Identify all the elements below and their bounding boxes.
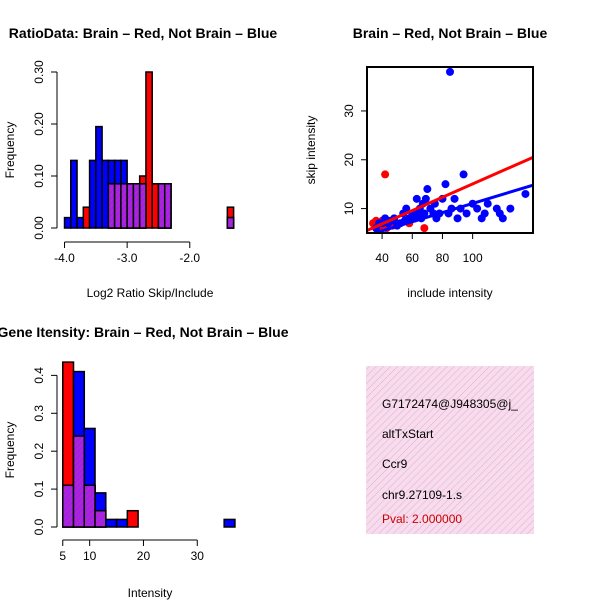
overlap-bar-9 xyxy=(157,183,166,229)
overlap-bar-2 xyxy=(83,484,96,528)
x-tick-label-3: 30 xyxy=(191,549,205,563)
x-tick-label-3: 100 xyxy=(463,251,483,265)
overlap-bar-10 xyxy=(163,183,172,229)
blue-fit-line xyxy=(369,183,533,233)
overlap-bar-6 xyxy=(138,183,147,229)
x-tick-label-1: -3.0 xyxy=(117,251,138,265)
blue-point-31 xyxy=(446,67,454,76)
blue-point-29 xyxy=(441,180,450,189)
red-bar-4 xyxy=(126,509,139,528)
overlap-bar-0 xyxy=(62,484,75,528)
blue-point-39 xyxy=(473,204,482,213)
y-tick-label-3: 0.3 xyxy=(32,405,46,422)
blue-point-46 xyxy=(506,204,515,213)
blue-bar-6 xyxy=(223,518,236,528)
x-tick-label-2: 80 xyxy=(436,251,450,265)
blue-point-47 xyxy=(521,189,530,198)
overlap-bar-4 xyxy=(126,183,135,229)
red-fit-line xyxy=(367,155,533,232)
info-panel-clip: G7172474@J948305@j_ altTxStart Ccr9 chr9… xyxy=(382,397,518,526)
info-panel-background xyxy=(366,366,534,534)
blue-point-42 xyxy=(483,199,492,208)
blue-point-22 xyxy=(423,185,432,194)
info-panel: G7172474@J948305@j_ altTxStart Ccr9 chr9… xyxy=(366,366,534,534)
x-tick-label-0: -4.0 xyxy=(54,251,75,265)
blue-point-15 xyxy=(412,194,421,203)
red-bar-0 xyxy=(82,206,91,229)
overlap-bar-3 xyxy=(120,183,128,229)
info-event-type: altTxStart xyxy=(382,427,434,441)
blue-point-20 xyxy=(420,209,429,218)
red-bar-7 xyxy=(145,71,153,229)
x-tick-label-0: 5 xyxy=(59,549,66,563)
scatter-clip xyxy=(367,67,533,233)
scatter-plot-area: 40 60 80 100 10 20 30 xyxy=(342,66,534,265)
y-tick-label-0: 0.00 xyxy=(32,216,46,240)
blue-bar-4 xyxy=(95,125,103,229)
y-tick-label-1: 0.1 xyxy=(32,480,46,497)
overlap-bar-11 xyxy=(226,216,235,229)
intensity-hist-xlabel: Intensity xyxy=(128,586,173,600)
x-tick-label-1: 60 xyxy=(406,251,420,265)
y-tick-label-2: 0.20 xyxy=(32,112,46,136)
scatter-plot: Brain – Red, Not Brain – Blue 40 60 80 100 1… xyxy=(304,25,547,300)
blue-point-21 xyxy=(421,194,430,203)
red-point-12 xyxy=(381,170,390,179)
y-tick-label-1: 0.10 xyxy=(32,164,46,188)
blue-bar-5 xyxy=(115,518,129,528)
blue-point-36 xyxy=(459,170,468,179)
overlap-bar-1 xyxy=(107,183,116,229)
overlap-bar-2 xyxy=(113,183,122,229)
x-tick-label-2: 20 xyxy=(137,549,151,563)
blue-point-34 xyxy=(453,214,462,223)
red-bar-8 xyxy=(151,183,160,229)
overlap-bar-3 xyxy=(94,509,107,528)
red-point-15 xyxy=(420,224,429,233)
ratio-hist-xlabel: Log2 Ratio Skip/Include xyxy=(87,286,214,300)
blue-point-37 xyxy=(462,209,471,218)
y-tick-label-1: 20 xyxy=(342,153,356,167)
y-tick-label-2: 30 xyxy=(342,104,356,118)
y-tick-label-2: 0.2 xyxy=(32,443,46,460)
x-tick-label-1: 10 xyxy=(83,549,97,563)
intensity-hist-title: Gene Itensity: Brain – Red, Not Brain – … xyxy=(0,324,289,340)
x-tick-label-0: 40 xyxy=(375,251,389,265)
x-tick-label-2: -2.0 xyxy=(179,251,200,265)
y-tick-label-3: 0.30 xyxy=(32,60,46,84)
overlap-bar-1 xyxy=(72,435,86,528)
info-event-id: G7172474@J948305@j_ xyxy=(382,397,518,411)
info-location: chr9.27109-1.s xyxy=(382,488,462,502)
blue-point-41 xyxy=(480,209,489,218)
intensity-hist-plot: 5 10 20 30 0.0 0.1 0.2 0.3 0.4 xyxy=(32,361,236,563)
ratio-hist-ylabel: Frequency xyxy=(3,122,17,179)
scatter-xlabel: include intensity xyxy=(407,286,492,300)
blue-bar-3 xyxy=(88,159,97,229)
y-tick-label-0: 0.0 xyxy=(32,518,46,535)
scatter-ylabel: skip intensity xyxy=(304,116,318,185)
intensity-hist-ylabel: Frequency xyxy=(3,422,17,479)
y-tick-label-4: 0.4 xyxy=(32,367,46,384)
scatter-frame xyxy=(366,66,534,234)
y-tick-label-0: 10 xyxy=(342,202,356,216)
blue-bar-0 xyxy=(63,216,72,229)
info-gene: Ccr9 xyxy=(382,457,408,471)
overlap-bar-5 xyxy=(132,183,141,229)
blue-bar-1 xyxy=(70,159,78,229)
ratio-histogram: RatioData: Brain – Red, Not Brain – Blue… xyxy=(3,25,277,300)
ratio-hist-plot: -4.0 -3.0 -2.0 0.00 0.10 0.20 0.30 xyxy=(32,60,235,265)
blue-point-11 xyxy=(402,204,411,213)
blue-bar-2 xyxy=(76,216,85,229)
blue-bar-4 xyxy=(105,518,118,528)
ratio-hist-title: RatioData: Brain – Red, Not Brain – Blue xyxy=(9,25,278,41)
info-pval: Pval: 2.000000 xyxy=(382,512,462,526)
blue-bar-5 xyxy=(101,159,110,229)
scatter-title: Brain – Red, Not Brain – Blue xyxy=(353,25,548,41)
blue-point-33 xyxy=(450,194,459,203)
intensity-histogram: Gene Itensity: Brain – Red, Not Brain – … xyxy=(0,324,289,600)
blue-point-45 xyxy=(498,214,507,223)
